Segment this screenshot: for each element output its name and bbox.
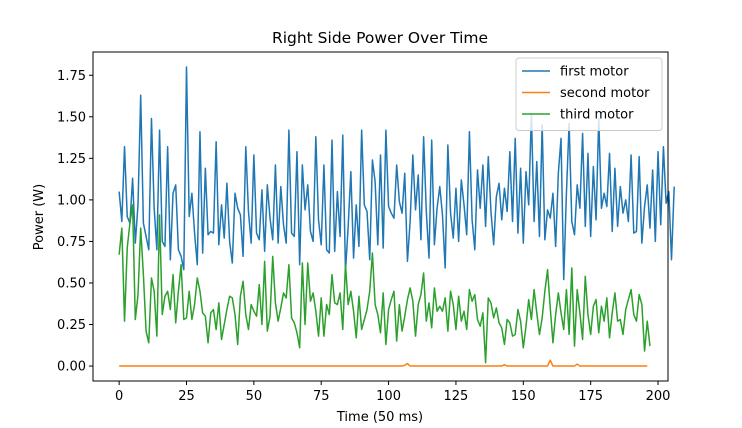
series-line-1: [118, 66, 675, 281]
series-line-3: [118, 204, 651, 364]
y-axis: 0.00 0.25 0.50 0.75 1.00 1.25 1.50 1.75: [57, 69, 93, 375]
legend-box: [515, 57, 663, 131]
series-layer: [118, 66, 675, 367]
y-tick-label: 0.25: [57, 318, 86, 333]
x-tick-label: 0: [115, 389, 123, 404]
x-tick-label: 125: [444, 389, 469, 404]
chart-title: Right Side Power Over Time: [272, 29, 488, 47]
legend-label-1: first motor: [560, 65, 629, 80]
x-tick-label: 75: [313, 389, 330, 404]
x-tick-label: 175: [578, 389, 603, 404]
x-tick-label: 50: [246, 389, 263, 404]
x-tick-label: 200: [646, 389, 671, 404]
y-tick-label: 0.75: [57, 235, 86, 250]
y-tick-label: 0.00: [57, 360, 86, 375]
y-axis-label: Power (W): [32, 184, 47, 250]
y-tick-label: 0.50: [57, 276, 86, 291]
legend-label-3: third motor: [560, 108, 634, 123]
legend-label-2: second motor: [560, 86, 650, 101]
legend: first motor second motor third motor: [515, 57, 663, 131]
x-tick-label: 25: [178, 389, 195, 404]
x-tick-label: 100: [376, 389, 401, 404]
x-axis-label: Time (50 ms): [336, 410, 423, 425]
y-tick-label: 1.50: [57, 110, 86, 125]
y-tick-label: 1.25: [57, 152, 86, 167]
y-tick-label: 1.00: [57, 193, 86, 208]
series-line-2: [119, 359, 648, 367]
plot-area-frame: [92, 51, 669, 382]
x-tick-label: 150: [511, 389, 536, 404]
x-axis: 0 25 50 75 100 125 150 175 200: [115, 381, 670, 404]
y-tick-label: 1.75: [57, 69, 86, 84]
